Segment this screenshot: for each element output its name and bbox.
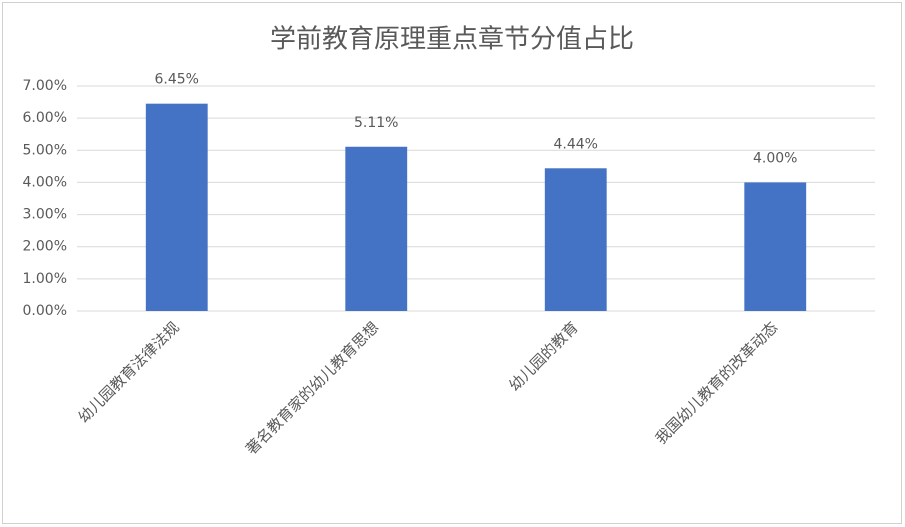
y-tick-label: 1.00% bbox=[23, 271, 67, 287]
y-tick-label: 7.00% bbox=[23, 78, 67, 94]
bar bbox=[544, 168, 607, 311]
value-label: 4.00% bbox=[753, 150, 797, 166]
bar bbox=[744, 182, 807, 311]
y-tick-label: 4.00% bbox=[23, 174, 67, 190]
bar bbox=[145, 103, 208, 311]
y-tick-label: 2.00% bbox=[23, 239, 67, 255]
y-tick-label: 5.00% bbox=[23, 142, 67, 158]
value-label: 4.44% bbox=[554, 136, 598, 152]
bar bbox=[345, 146, 408, 311]
value-label: 6.45% bbox=[155, 72, 199, 88]
value-label: 5.11% bbox=[354, 115, 398, 131]
y-tick-label: 0.00% bbox=[23, 303, 67, 319]
y-tick-label: 6.00% bbox=[23, 110, 67, 126]
chart-title: 学前教育原理重点章节分值占比 bbox=[270, 25, 634, 55]
y-tick-label: 3.00% bbox=[23, 207, 67, 223]
